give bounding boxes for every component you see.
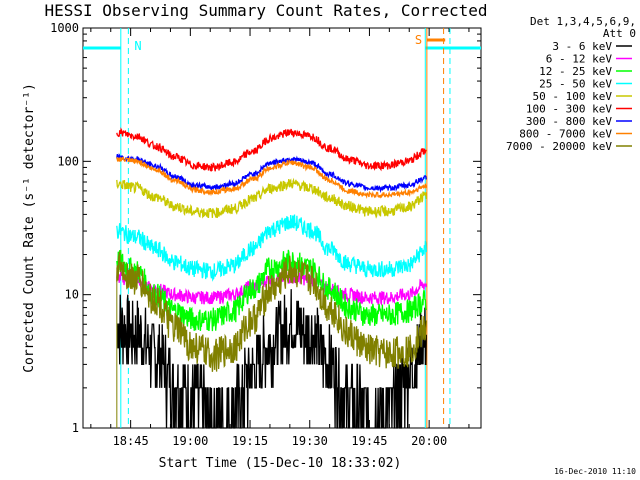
x-tick-label: 19:30 — [292, 434, 328, 448]
series-line-3 — [116, 214, 427, 282]
series-line-7 — [116, 156, 427, 199]
legend-label: 7000 - 20000 keV — [506, 140, 612, 153]
y-axis-label: Corrected Count Rate (s⁻¹ detector⁻¹) — [22, 83, 37, 373]
legend-label: 3 - 6 keV — [552, 40, 612, 53]
plot-frame — [82, 27, 482, 429]
legend-header-2: Att 0 — [603, 27, 636, 40]
legend-header-1: Det 1,3,4,5,6,9, — [530, 15, 636, 28]
x-tick-label: 19:45 — [351, 434, 387, 448]
series-line-2 — [116, 249, 427, 332]
y-tick-label: 1 — [72, 421, 79, 435]
legend-label: 50 - 100 keV — [533, 90, 613, 103]
x-tick-label: 20:00 — [411, 434, 447, 448]
night-marker-label: N — [134, 39, 141, 53]
series-line-8 — [116, 251, 427, 372]
x-axis-label: Start Time (15-Dec-10 18:33:02) — [159, 456, 402, 471]
series-line-4 — [116, 177, 427, 219]
x-tick-label: 18:45 — [113, 434, 149, 448]
legend-label: 25 - 50 keV — [539, 78, 612, 91]
legend-label: 300 - 800 keV — [526, 115, 612, 128]
x-tick-label: 19:15 — [232, 434, 268, 448]
x-axis: 18:45 19:00 19:15 19:30 19:45 20:00 — [90, 28, 470, 448]
legend-label: 6 - 12 keV — [546, 53, 613, 66]
y-tick-label: 10 — [65, 288, 79, 302]
series-line-5 — [116, 127, 427, 172]
y-tick-label: 100 — [57, 154, 79, 168]
y-tick-label: 1000 — [50, 21, 79, 35]
legend-label: 12 - 25 keV — [539, 65, 612, 78]
legend-label: 100 - 300 keV — [526, 103, 612, 116]
timestamp: 16-Dec-2010 11:10 — [554, 467, 636, 476]
plot-area — [82, 27, 482, 429]
series-line-0 — [116, 289, 427, 429]
legend-label: 800 - 7000 keV — [519, 128, 612, 141]
saa-marker-label: S — [415, 33, 422, 47]
y-axis: 1 10 100 1000 — [50, 21, 481, 435]
x-tick-label: 19:00 — [172, 434, 208, 448]
series-layer — [116, 127, 427, 429]
chart-title: HESSI Observing Summary Count Rates, Cor… — [44, 1, 487, 20]
